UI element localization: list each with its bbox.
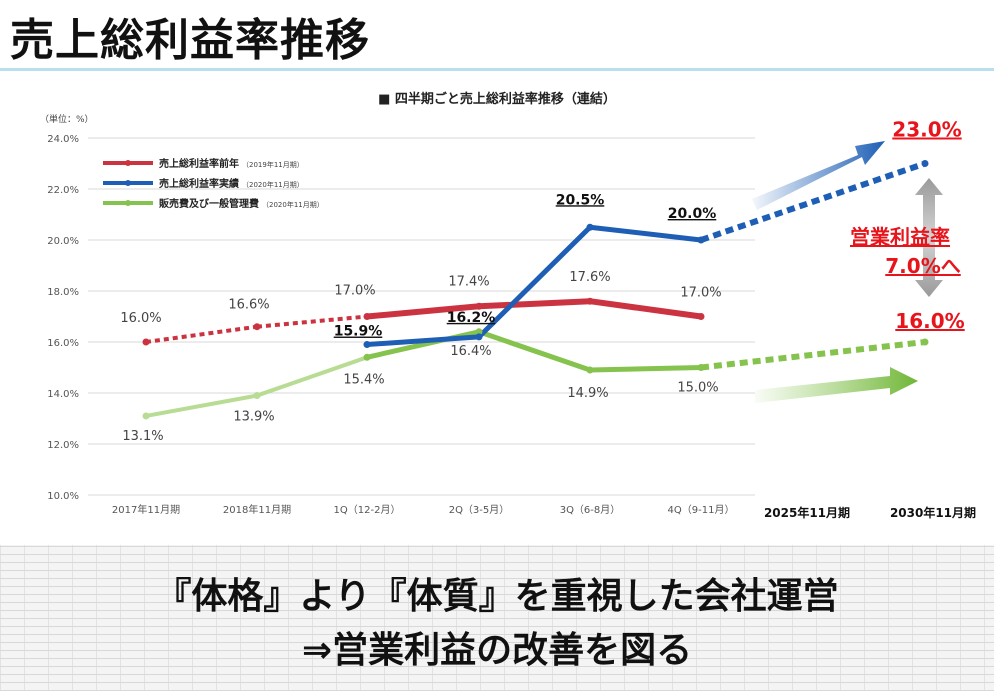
data-point	[475, 328, 483, 336]
data-point	[586, 366, 594, 374]
y-tick-label: 16.0%	[47, 338, 79, 349]
data-label: 16.6%	[228, 298, 269, 313]
series-lines	[145, 160, 926, 418]
blue-trend-arrow	[752, 141, 885, 210]
chart-title: ■ 四半期ごと売上総利益率推移（連結）	[378, 91, 616, 107]
data-point	[697, 313, 705, 320]
data-label: 15.0%	[677, 381, 718, 396]
line-segment-red	[589, 298, 702, 320]
legend-marker	[125, 180, 131, 186]
x-tick-label: 2018年11月期	[223, 503, 291, 516]
line-segment-red	[478, 298, 591, 310]
footer-line-2: ⇒営業利益の改善を図る	[301, 630, 693, 671]
line-segment-blue	[366, 334, 480, 348]
data-labels: 16.0% 16.6% 17.0% 17.4% 17.6% 17.0% 13.1% 13.9%…	[120, 118, 964, 444]
line-segment-blue	[589, 224, 702, 243]
y-tick-label: 24.0%	[47, 134, 79, 145]
data-label: 16.4%	[450, 344, 491, 359]
y-tick-label: 12.0%	[47, 440, 79, 451]
legend-marker	[125, 200, 131, 206]
data-label: 17.0%	[680, 286, 721, 301]
line-segment-green	[256, 355, 368, 398]
annotation-line-2: 7.0%へ	[885, 254, 960, 278]
data-point	[921, 338, 929, 346]
data-label: 16.0%	[895, 309, 964, 333]
data-point	[586, 297, 594, 305]
data-point	[363, 353, 371, 361]
axis-labels: 24.0% 22.0% 20.0% 18.0% 16.0% 14.0% 12.0% 10.0%…	[47, 134, 976, 520]
gray-double-arrow	[915, 178, 943, 297]
grid	[88, 137, 755, 496]
legend-marker	[125, 160, 131, 166]
x-tick-label: 2017年11月期	[112, 503, 180, 516]
data-label: 16.0%	[120, 311, 161, 326]
line-segment-green	[478, 329, 591, 373]
y-tick-label: 22.0%	[47, 185, 79, 196]
data-label: 17.6%	[569, 270, 610, 285]
data-point	[253, 323, 261, 331]
data-point	[142, 412, 150, 420]
line-segment-red	[145, 324, 258, 344]
y-tick-label: 20.0%	[47, 236, 79, 247]
legend-label-period: （2020年11月期）	[262, 200, 324, 209]
legend-label-period: （2019年11月期）	[242, 160, 304, 169]
data-point	[697, 364, 705, 371]
line-segment-red	[256, 314, 368, 329]
y-tick-label: 18.0%	[47, 287, 79, 298]
x-tick-label: 2Q（3-5月）	[449, 504, 510, 516]
data-label: 13.9%	[233, 410, 274, 425]
data-label: 20.0%	[668, 206, 717, 222]
data-point	[142, 338, 150, 346]
legend-label: 販売費及び一般管理費	[159, 197, 259, 210]
line-segment-green-forecast	[700, 339, 926, 371]
page-title: 売上総利益率推移	[10, 15, 370, 66]
line-segment-blue	[477, 225, 592, 339]
data-point	[475, 333, 483, 341]
data-point	[586, 223, 594, 231]
footer-line-1: 『体格』より『体質』を重視した会社運営	[155, 576, 839, 617]
legend-label-period: （2020年11月期）	[242, 180, 304, 189]
title-rule	[0, 68, 994, 71]
y-tick-label: 10.0%	[47, 491, 79, 502]
green-trend-arrow	[755, 367, 918, 403]
data-label: 16.2%	[447, 310, 496, 326]
x-tick-label: 2025年11月期	[764, 505, 850, 520]
legend-label: 売上総利益率前年	[159, 157, 239, 170]
annotation-line-1: 営業利益率	[850, 225, 950, 249]
line-segment-red	[366, 303, 480, 320]
footer-banner: 『体格』より『体質』を重視した会社運営 ⇒営業利益の改善を図る	[0, 545, 994, 691]
data-label: 15.9%	[334, 324, 383, 340]
data-label: 15.4%	[343, 372, 384, 387]
data-point	[921, 160, 929, 167]
gross-margin-chart: ■ 四半期ごと売上総利益率推移（連結） （単位：%） 24.0% 22.0% 20.…	[40, 91, 976, 520]
unit-label: （単位：%）	[40, 113, 94, 125]
data-label: 13.1%	[122, 429, 163, 444]
data-label: 17.0%	[334, 284, 375, 299]
data-point	[475, 302, 483, 310]
line-segment-blue-forecast	[700, 160, 926, 243]
data-label: 23.0%	[892, 118, 961, 142]
data-point	[363, 313, 371, 320]
series-points	[142, 160, 929, 420]
data-point	[253, 392, 261, 400]
data-label: 20.5%	[556, 192, 605, 208]
data-label: 14.9%	[567, 386, 608, 401]
x-tick-label: 3Q（6-8月）	[560, 504, 621, 516]
data-point	[363, 341, 371, 349]
line-segment-green	[145, 393, 258, 418]
x-tick-label: 2030年11月期	[890, 505, 976, 520]
line-segment-green	[589, 365, 702, 373]
x-tick-label: 4Q（9-11月）	[668, 504, 735, 516]
data-point	[697, 236, 705, 244]
x-tick-label: 1Q（12-2月）	[334, 504, 401, 516]
legend-label: 売上総利益率実績	[159, 177, 239, 190]
data-label: 17.4%	[448, 274, 489, 289]
legend: 売上総利益率前年 （2019年11月期）売上総利益率実績 （2020年11月期）販売…	[103, 157, 324, 210]
y-tick-label: 14.0%	[47, 389, 79, 400]
